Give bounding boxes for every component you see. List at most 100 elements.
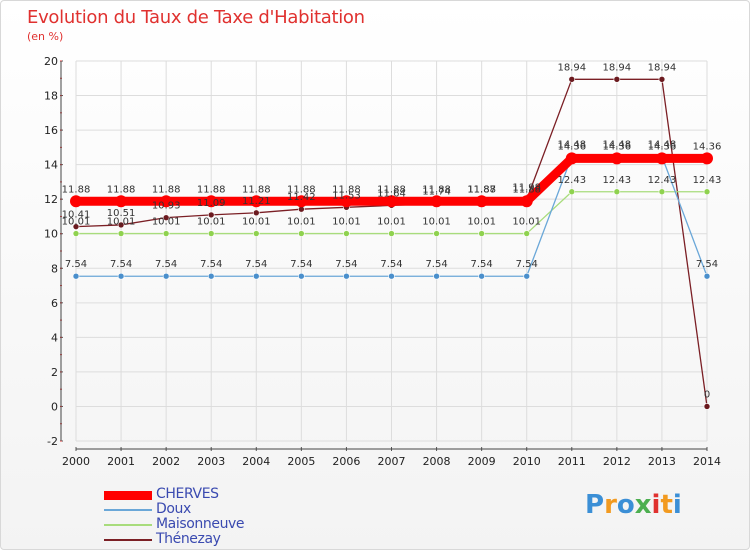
legend-swatch xyxy=(104,490,152,500)
x-tick-label: 2007 xyxy=(378,455,406,468)
data-label-cherves: 11.88 xyxy=(62,184,91,195)
logo-letter: o xyxy=(616,490,635,520)
data-point-cherves xyxy=(160,195,173,208)
data-label-doux: 14.48 xyxy=(648,139,677,150)
legend-label: Doux xyxy=(156,501,191,517)
y-tick-label: 14 xyxy=(44,159,58,172)
data-point-maisonneuve xyxy=(703,188,711,196)
data-label-cherves: 14.36 xyxy=(603,141,632,152)
legend-label: Thénezay xyxy=(156,531,221,547)
data-label-maisonneuve: 10.01 xyxy=(242,217,271,228)
x-tick-label: 2002 xyxy=(152,455,180,468)
legend-swatch xyxy=(104,524,152,526)
data-point-doux xyxy=(433,272,440,280)
data-point-cherves xyxy=(295,195,308,208)
data-label-thenezay: 0 xyxy=(704,389,710,400)
logo-letter: x xyxy=(634,490,652,520)
data-label-cherves: 11.88 xyxy=(197,184,226,195)
data-label-maisonneuve: 10.01 xyxy=(422,217,451,228)
x-tick-label: 2010 xyxy=(513,455,541,468)
chart-subtitle: (en %) xyxy=(27,30,64,43)
proxiti-logo: Proxiti xyxy=(585,490,682,520)
data-point-thenezay xyxy=(162,214,170,221)
data-label-thenezay: 18.94 xyxy=(557,62,586,73)
data-point-maisonneuve xyxy=(298,230,305,237)
data-point-cherves xyxy=(340,195,353,208)
y-tick-label: 0 xyxy=(51,400,58,413)
data-point-doux xyxy=(388,272,395,280)
y-tick-label: 4 xyxy=(51,331,58,344)
legend-label: Maisonneuve xyxy=(156,516,245,532)
x-tick-label: 2006 xyxy=(332,455,360,468)
data-point-cherves xyxy=(385,195,398,208)
x-tick-label: 2012 xyxy=(603,455,631,468)
x-tick-label: 2011 xyxy=(558,455,586,468)
data-point-maisonneuve xyxy=(523,230,531,237)
x-tick-label: 2004 xyxy=(242,455,270,468)
chart-title: Evolution du Taux de Taxe d'Habitation xyxy=(27,7,365,28)
y-tick-label: 6 xyxy=(51,297,58,310)
logo-letter: t xyxy=(660,490,673,520)
data-point-thenezay xyxy=(658,76,666,83)
data-label-cherves: 11.88 xyxy=(107,184,136,195)
data-point-thenezay xyxy=(207,211,215,219)
logo-letter: P xyxy=(585,490,605,520)
data-label-doux: 7.54 xyxy=(290,259,312,270)
data-point-cherves xyxy=(610,152,623,165)
data-point-thenezay xyxy=(568,76,576,83)
data-point-cherves xyxy=(701,152,713,165)
data-label-thenezay: 11.42 xyxy=(287,192,316,203)
data-point-maisonneuve xyxy=(613,188,621,196)
line-chart: -2 0 2 4 6 8 10 12 14 16 18 20 2000 2001 2002 2003 2004 2… xyxy=(44,55,722,468)
data-label-cherves: 11.88 xyxy=(242,184,271,195)
data-label-doux: 7.54 xyxy=(65,259,87,270)
data-point-cherves xyxy=(655,152,668,165)
data-label-maisonneuve: 10.01 xyxy=(512,217,541,228)
data-point-thenezay xyxy=(703,403,711,410)
data-point-doux xyxy=(117,272,125,280)
data-point-maisonneuve xyxy=(117,230,125,237)
data-point-doux xyxy=(162,272,170,280)
data-point-thenezay xyxy=(72,223,80,230)
data-label-cherves: 11.88 xyxy=(152,184,181,195)
data-point-maisonneuve xyxy=(478,230,485,237)
data-point-cherves xyxy=(430,195,443,208)
data-label-cherves: 14.36 xyxy=(693,141,722,152)
data-label-thenezay: 10.93 xyxy=(152,201,181,212)
data-label-cherves: 11.88 xyxy=(377,184,406,195)
data-label-maisonneuve: 12.43 xyxy=(603,175,632,186)
data-point-maisonneuve xyxy=(72,230,80,237)
data-point-maisonneuve xyxy=(162,230,170,237)
x-tick-label: 2003 xyxy=(197,455,225,468)
data-point-maisonneuve xyxy=(433,230,440,237)
data-label-cherves: 11.88 xyxy=(287,184,316,195)
data-label-doux: 7.54 xyxy=(696,259,718,270)
data-point-cherves xyxy=(115,195,128,208)
x-tick-label: 2014 xyxy=(693,455,721,468)
data-label-cherves: 11.88 xyxy=(332,184,361,195)
y-tick-label: 10 xyxy=(44,228,58,241)
data-point-maisonneuve xyxy=(252,230,260,237)
data-point-maisonneuve xyxy=(568,188,576,196)
data-label-thenezay: 11.53 xyxy=(332,190,361,201)
data-label-doux: 14.48 xyxy=(603,139,632,150)
legend-swatch xyxy=(104,509,152,511)
data-label-thenezay: 18.94 xyxy=(648,62,677,73)
data-point-doux xyxy=(703,272,711,280)
data-label-thenezay: 11.21 xyxy=(242,196,271,207)
data-label-doux: 7.54 xyxy=(471,259,493,270)
data-point-doux xyxy=(252,272,260,280)
data-point-cherves xyxy=(565,152,578,165)
data-label-maisonneuve: 12.43 xyxy=(693,175,722,186)
data-point-cherves xyxy=(70,195,82,208)
data-label-thenezay: 10.41 xyxy=(62,210,91,221)
data-label-maisonneuve: 10.01 xyxy=(62,217,91,228)
legend-swatch xyxy=(104,539,152,541)
logo-letter: i xyxy=(672,490,682,520)
x-tick-label: 2000 xyxy=(62,455,90,468)
data-label-maisonneuve: 10.01 xyxy=(332,217,361,228)
data-label-doux: 7.54 xyxy=(155,259,177,270)
data-label-maisonneuve: 10.01 xyxy=(377,217,406,228)
data-label-thenezay: 11.98 xyxy=(512,183,541,194)
